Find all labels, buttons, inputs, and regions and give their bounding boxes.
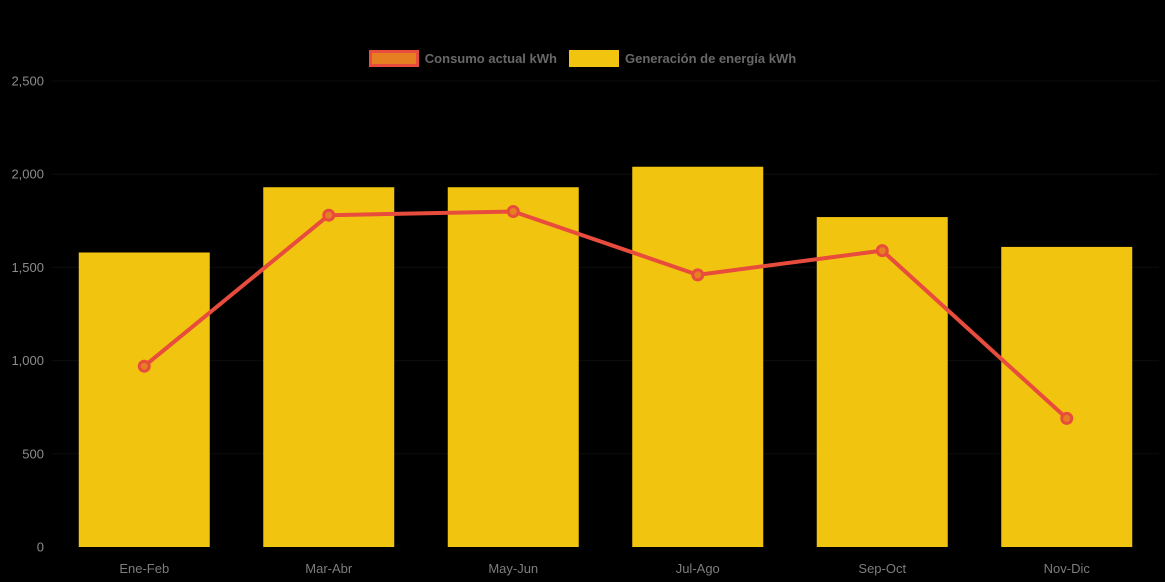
bar-sep-oct[interactable]: [816, 217, 948, 547]
line-point-jul-ago[interactable]: [691, 268, 705, 282]
y-axis-tick-label: 1,000: [11, 353, 44, 368]
x-axis-label: Jul-Ago: [676, 561, 720, 576]
x-axis-label: Mar-Abr: [305, 561, 353, 576]
line-point-sep-oct[interactable]: [875, 244, 889, 258]
legend-label-consumo: Consumo actual kWh: [424, 51, 557, 66]
bar-ene-feb[interactable]: [78, 252, 210, 547]
bar-nov-dic[interactable]: [1001, 246, 1133, 547]
x-axis-label: Ene-Feb: [119, 561, 169, 576]
bar-jul-ago[interactable]: [632, 166, 764, 547]
consumption-line: [142, 209, 1069, 421]
bar-mar-abr[interactable]: [263, 187, 395, 548]
line-point-ene-feb[interactable]: [137, 359, 151, 373]
y-axis-tick-label: 2,000: [11, 167, 44, 182]
y-axis-tick-label: 2,500: [11, 74, 44, 89]
y-axis-tick-label: 1,500: [11, 260, 44, 275]
line-point-may-jun[interactable]: [506, 204, 520, 218]
legend-label-generacion: Generación de energía kWh: [624, 51, 797, 66]
legend-item-consumo[interactable]: Consumo actual kWh: [368, 50, 557, 67]
x-axis-label: Sep-Oct: [858, 561, 906, 576]
bar-may-jun[interactable]: [447, 187, 579, 548]
legend-item-generacion[interactable]: Generación de energía kWh: [568, 50, 797, 67]
legend-swatch-line-icon: [368, 50, 419, 67]
legend-swatch-bar-icon: [568, 50, 619, 67]
y-axis-tick-label: 0: [37, 540, 44, 555]
y-axis-tick-label: 500: [22, 446, 44, 461]
x-axis-label: May-Jun: [488, 561, 538, 576]
x-axis-label: Nov-Dic: [1044, 561, 1091, 576]
line-point-mar-abr[interactable]: [322, 208, 336, 222]
chart-legend: Consumo actual kWh Generación de energía…: [0, 50, 1165, 67]
line-point-nov-dic[interactable]: [1060, 411, 1074, 425]
